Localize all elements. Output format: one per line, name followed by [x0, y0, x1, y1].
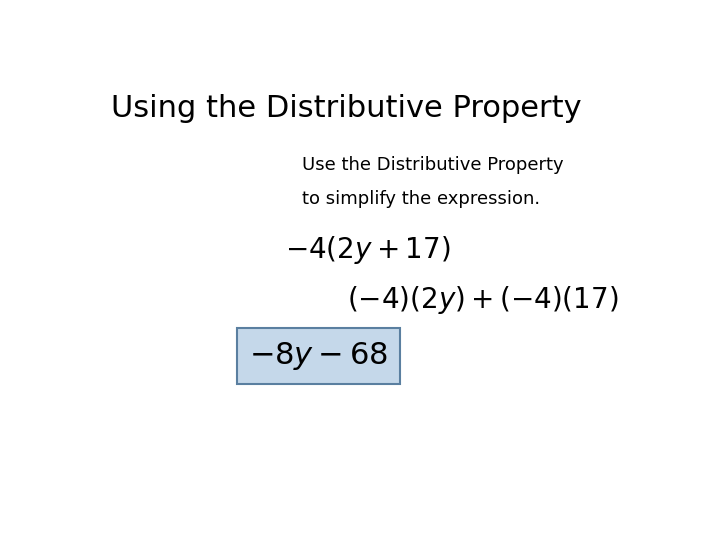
Text: $-8y-68$: $-8y-68$	[249, 340, 388, 372]
Text: to simplify the expression.: to simplify the expression.	[302, 190, 540, 207]
Text: Using the Distributive Property: Using the Distributive Property	[112, 94, 582, 123]
Text: $-4(2y+17)$: $-4(2y+17)$	[285, 234, 451, 266]
Text: Use the Distributive Property: Use the Distributive Property	[302, 156, 564, 174]
Text: $(-4)(2y)+(-4)(17)$: $(-4)(2y)+(-4)(17)$	[347, 284, 618, 316]
